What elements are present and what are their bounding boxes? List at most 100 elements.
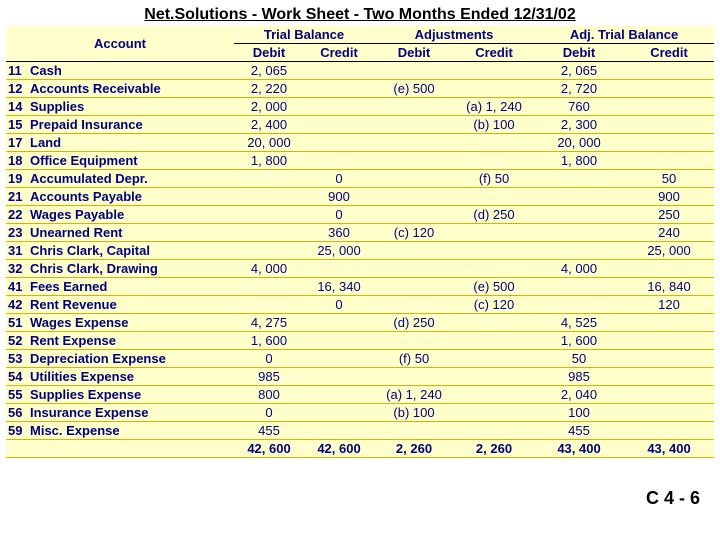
col-2: Credit: [304, 44, 374, 62]
col-account: Account: [6, 26, 234, 62]
col-group-1: Adjustments: [374, 26, 534, 44]
cell: 455: [234, 422, 304, 440]
cell: [374, 368, 454, 386]
cell: [374, 242, 454, 260]
col-5: Debit: [534, 44, 624, 62]
cell: [234, 224, 304, 242]
cell: (d) 250: [454, 206, 534, 224]
cell: 0: [234, 404, 304, 422]
cell: 16, 340: [304, 278, 374, 296]
cell: [374, 62, 454, 80]
cell: [624, 260, 714, 278]
cell: [304, 62, 374, 80]
cell: [304, 314, 374, 332]
cell: [454, 62, 534, 80]
cell: [534, 242, 624, 260]
cell: [304, 80, 374, 98]
cell: 760: [534, 98, 624, 116]
col-group-0: Trial Balance: [234, 26, 374, 44]
cell: 360: [304, 224, 374, 242]
cell: [454, 350, 534, 368]
cell: [304, 350, 374, 368]
cell: [234, 278, 304, 296]
account-row: 32Chris Clark, Drawing: [6, 260, 234, 278]
account-row: 21Accounts Payable: [6, 188, 234, 206]
account-row: 41Fees Earned: [6, 278, 234, 296]
cell: [624, 134, 714, 152]
cell: (a) 1, 240: [374, 386, 454, 404]
cell: 4, 275: [234, 314, 304, 332]
cell: [624, 116, 714, 134]
cell: [624, 404, 714, 422]
cell: (e) 500: [454, 278, 534, 296]
account-row: 14Supplies: [6, 98, 234, 116]
cell: 4, 525: [534, 314, 624, 332]
cell: [624, 332, 714, 350]
cell: [534, 188, 624, 206]
cell: 2, 720: [534, 80, 624, 98]
account-row: 51Wages Expense: [6, 314, 234, 332]
cell: [454, 152, 534, 170]
account-row: 22Wages Payable: [6, 206, 234, 224]
cell: 2, 000: [234, 98, 304, 116]
cell: [454, 260, 534, 278]
cell: [534, 224, 624, 242]
sheet-title: Net.Solutions - Work Sheet - Two Months …: [0, 0, 720, 26]
cell: [624, 80, 714, 98]
cell: [624, 314, 714, 332]
cell: [374, 188, 454, 206]
total-cell: 2, 260: [374, 440, 454, 458]
cell: 1, 600: [534, 332, 624, 350]
cell: [454, 134, 534, 152]
account-row: 23Unearned Rent: [6, 224, 234, 242]
cell: [534, 170, 624, 188]
cell: [304, 332, 374, 350]
cell: [374, 116, 454, 134]
cell: 900: [624, 188, 714, 206]
cell: [304, 386, 374, 404]
cell: 455: [534, 422, 624, 440]
cell: [534, 296, 624, 314]
cell: [374, 134, 454, 152]
account-row: 53Depreciation Expense: [6, 350, 234, 368]
col-group-2: Adj. Trial Balance: [534, 26, 714, 44]
cell: 20, 000: [534, 134, 624, 152]
cell: 2, 220: [234, 80, 304, 98]
cell: 0: [304, 170, 374, 188]
cell: [374, 332, 454, 350]
cell: 0: [304, 206, 374, 224]
cell: 2, 065: [534, 62, 624, 80]
cell: [234, 206, 304, 224]
cell: 2, 065: [234, 62, 304, 80]
cell: (b) 100: [454, 116, 534, 134]
cell: [454, 386, 534, 404]
cell: [304, 404, 374, 422]
account-row: 54Utilities Expense: [6, 368, 234, 386]
total-cell: 42, 600: [234, 440, 304, 458]
cell: [304, 368, 374, 386]
account-row: 56Insurance Expense: [6, 404, 234, 422]
cell: (b) 100: [374, 404, 454, 422]
cell: 985: [234, 368, 304, 386]
total-cell: 42, 600: [304, 440, 374, 458]
account-row: 15Prepaid Insurance: [6, 116, 234, 134]
cell: 120: [624, 296, 714, 314]
total-cell: 2, 260: [454, 440, 534, 458]
col-6: Credit: [624, 44, 714, 62]
cell: [624, 98, 714, 116]
cell: [304, 422, 374, 440]
cell: [234, 170, 304, 188]
cell: 250: [624, 206, 714, 224]
cell: [454, 314, 534, 332]
cell: [624, 422, 714, 440]
account-row: 42Rent Revenue: [6, 296, 234, 314]
account-row: 18Office Equipment: [6, 152, 234, 170]
page-footer: C 4 - 6: [0, 458, 720, 509]
cell: [624, 386, 714, 404]
account-row: 55Supplies Expense: [6, 386, 234, 404]
cell: 0: [234, 350, 304, 368]
cell: 1, 800: [534, 152, 624, 170]
cell: 2, 400: [234, 116, 304, 134]
account-row: 11Cash: [6, 62, 234, 80]
cell: [534, 206, 624, 224]
